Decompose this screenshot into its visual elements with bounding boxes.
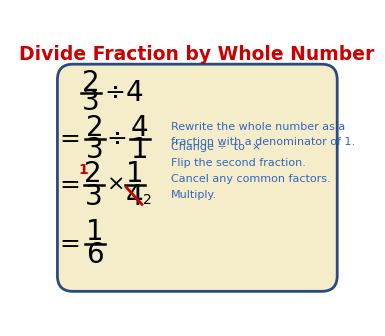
FancyBboxPatch shape	[57, 64, 337, 291]
Text: ×: ×	[107, 175, 126, 195]
Text: =: =	[59, 173, 80, 197]
Text: 2: 2	[82, 70, 100, 97]
Text: 1: 1	[131, 136, 148, 164]
Text: Change ÷  to  ×
Flip the second fraction.
Cancel any common factors.
Multiply.: Change ÷ to × Flip the second fraction. …	[171, 142, 330, 200]
Text: 4: 4	[126, 79, 144, 107]
Text: =: =	[59, 232, 80, 256]
Text: =: =	[59, 127, 80, 151]
Text: ÷: ÷	[104, 81, 125, 105]
Text: 4: 4	[131, 114, 148, 142]
Text: Rewrite the whole number as a
fraction with a denominator of 1.: Rewrite the whole number as a fraction w…	[171, 122, 355, 147]
Text: 2: 2	[84, 160, 102, 187]
Text: 4: 4	[126, 183, 144, 211]
Text: 3: 3	[85, 183, 103, 211]
Text: Divide Fraction by Whole Number: Divide Fraction by Whole Number	[19, 45, 375, 64]
Text: 2: 2	[143, 193, 152, 207]
Text: 1: 1	[126, 160, 144, 187]
Text: 1: 1	[86, 218, 104, 246]
Text: ÷: ÷	[107, 127, 127, 151]
Text: 6: 6	[86, 241, 104, 269]
Text: 3: 3	[86, 136, 104, 164]
Text: 1: 1	[79, 163, 89, 177]
Text: 3: 3	[82, 88, 100, 116]
Text: 2: 2	[86, 114, 104, 142]
